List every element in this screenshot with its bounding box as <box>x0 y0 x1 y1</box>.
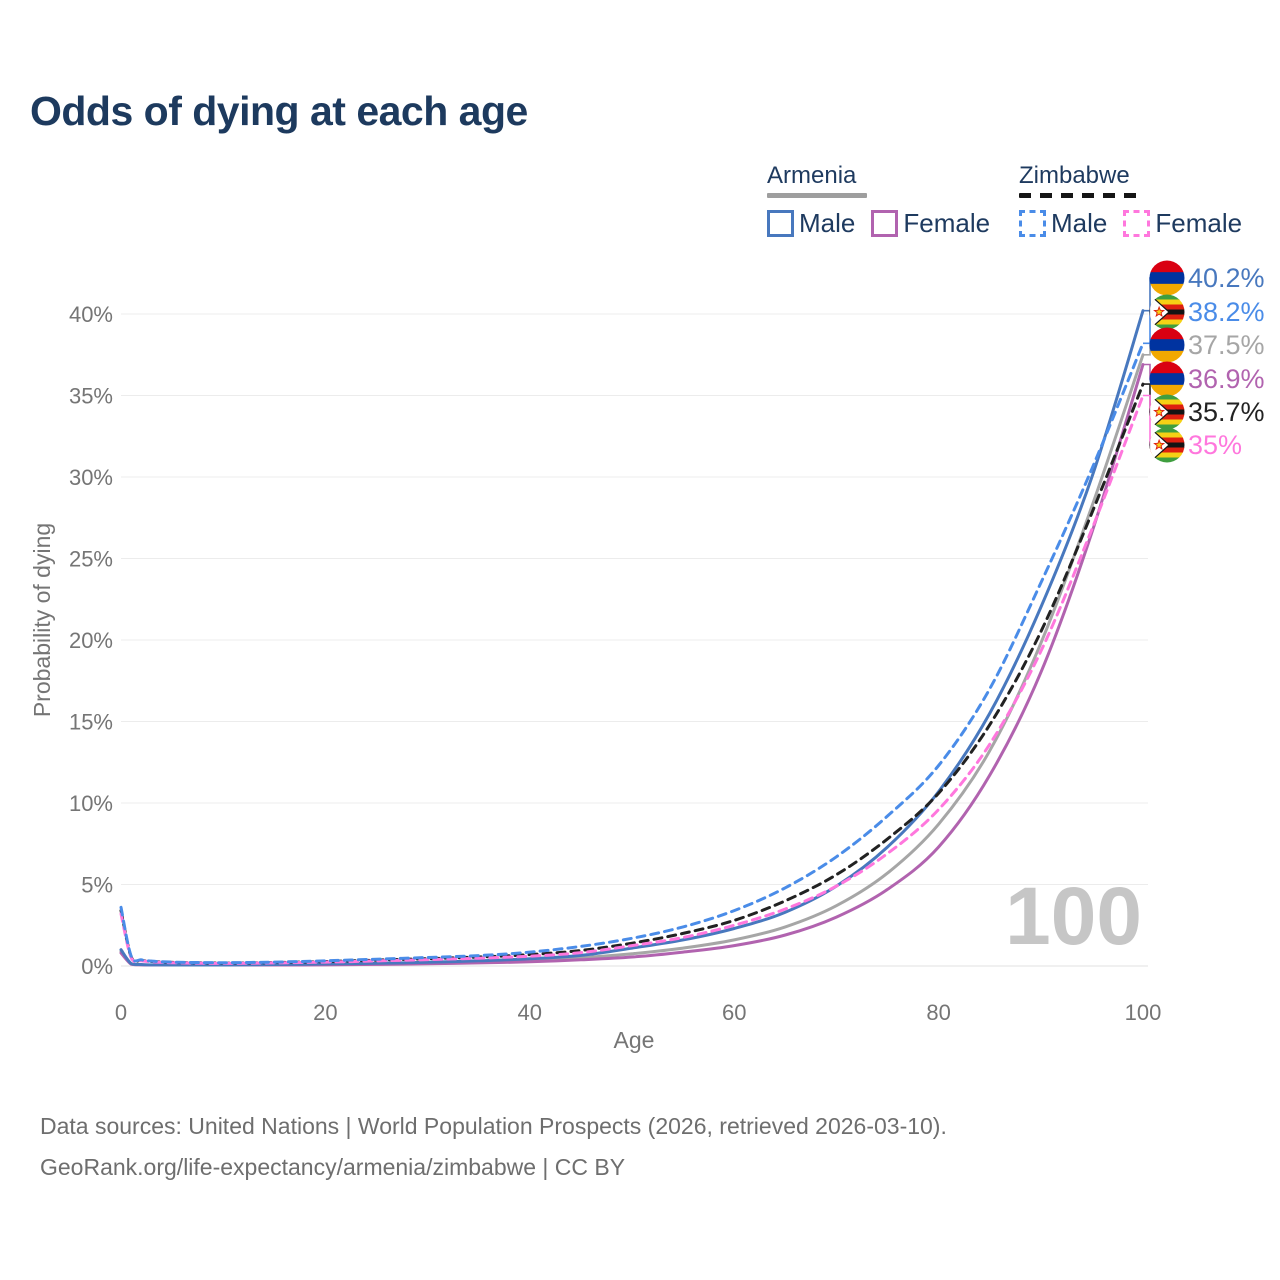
x-tick-label: 100 <box>1125 1000 1162 1025</box>
legend-item-armenia-male[interactable]: Male <box>767 208 855 239</box>
series-line-zimbabwe-both-sexes-[interactable] <box>119 382 1145 965</box>
y-tick-label: 5% <box>81 873 113 898</box>
y-axis-title: Probability of dying <box>29 523 55 717</box>
flag-icons <box>1149 260 1185 463</box>
end-value-labels: 40.2% 38.2%37.5% 36.9%35.7%35% <box>1188 263 1265 460</box>
series-lines <box>119 309 1145 967</box>
armenia-flag-icon <box>1149 260 1185 296</box>
legend-country-armenia: Armenia <box>767 162 857 189</box>
end-label-zimbabwe-female: 35% <box>1188 430 1242 460</box>
gridlines <box>121 313 1148 967</box>
zimbabwe-flag-icon <box>1149 427 1185 463</box>
zimbabwe-flag-icon <box>1149 394 1185 430</box>
y-tick-label: 15% <box>69 710 113 735</box>
legend-item-zimbabwe-female[interactable]: Female <box>1123 208 1242 239</box>
series-line-armenia-female[interactable] <box>119 363 1145 967</box>
data-sources-text: Data sources: United Nations | World Pop… <box>40 1113 947 1139</box>
legend-label: Male <box>1051 208 1108 238</box>
y-tick-label: 35% <box>69 384 113 409</box>
x-axis-ticks: 0 20 40 60 80 100 <box>115 1000 1161 1025</box>
attribution-text: GeoRank.org/life-expectancy/armenia/zimb… <box>40 1154 626 1180</box>
y-axis-ticks: 0% 5% 10% 15% 20% 25% 30% 35% 40% <box>69 302 113 979</box>
series-line-armenia-male[interactable] <box>119 309 1145 967</box>
armenia-flag-icon <box>1149 327 1185 363</box>
legend-item-zimbabwe-male[interactable]: Male <box>1019 208 1107 239</box>
series-line-zimbabwe-male[interactable] <box>119 341 1145 965</box>
end-label-armenia-both-sexes-: 37.5% <box>1188 330 1265 360</box>
y-tick-label: 25% <box>69 547 113 572</box>
legend-group-armenia: Armenia Male Female <box>767 162 1006 239</box>
zimbabwe-flag-icon <box>1149 294 1185 330</box>
legend-group-zimbabwe: Zimbabwe Male Female <box>1019 162 1258 239</box>
legend-label: Female <box>903 208 991 238</box>
series-line-armenia-both-sexes-[interactable] <box>119 353 1145 967</box>
armenia-female-swatch-icon <box>871 210 899 237</box>
legend-label: Female <box>1155 208 1243 238</box>
watermark-age-100: 100 <box>1005 871 1142 962</box>
page-title: Odds of dying at each age <box>30 88 528 134</box>
x-tick-label: 20 <box>313 1000 337 1025</box>
zimbabwe-line-style-sample <box>1019 193 1141 198</box>
y-tick-label: 30% <box>69 465 113 490</box>
armenia-line-style-sample <box>767 193 867 198</box>
armenia-male-swatch-icon <box>767 210 794 237</box>
x-tick-label: 40 <box>518 1000 542 1025</box>
zimbabwe-male-swatch-icon <box>1019 210 1046 237</box>
y-tick-label: 40% <box>69 302 113 327</box>
footer: Data sources: United Nations | World Pop… <box>40 1106 947 1188</box>
x-axis-title: Age <box>614 1027 655 1053</box>
y-tick-label: 10% <box>69 791 113 816</box>
end-label-zimbabwe-both-sexes-: 35.7% <box>1188 397 1265 427</box>
legend-item-armenia-female[interactable]: Female <box>871 208 990 239</box>
legend-country-zimbabwe: Zimbabwe <box>1019 162 1130 189</box>
legend-label: Male <box>799 208 856 238</box>
y-tick-label: 20% <box>69 628 113 653</box>
zimbabwe-female-swatch-icon <box>1123 210 1151 237</box>
y-tick-label: 0% <box>81 954 113 979</box>
x-tick-label: 80 <box>926 1000 950 1025</box>
x-tick-label: 60 <box>722 1000 746 1025</box>
end-label-armenia-male: 40.2% <box>1188 263 1265 293</box>
x-tick-label: 0 <box>115 1000 127 1025</box>
end-label-armenia-female: 36.9% <box>1188 364 1265 394</box>
series-line-zimbabwe-female[interactable] <box>119 394 1145 965</box>
end-label-zimbabwe-male: 38.2% <box>1188 297 1265 327</box>
armenia-flag-icon <box>1149 361 1185 397</box>
